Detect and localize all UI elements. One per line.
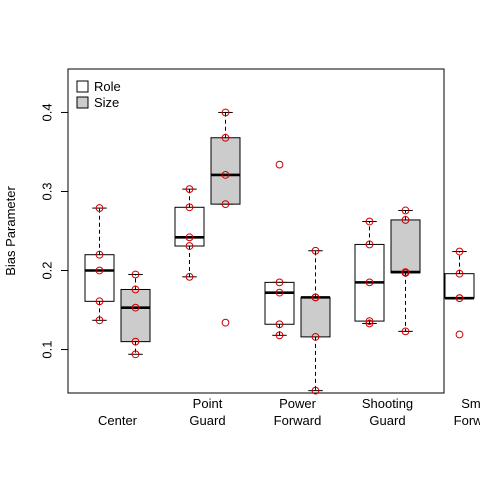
y-tick-label: 0.4 (40, 103, 55, 121)
boxes-layer (84, 111, 475, 392)
data-point (95, 297, 104, 306)
data-point (311, 332, 320, 341)
data-point (365, 278, 374, 287)
data-point (185, 233, 194, 242)
box (390, 219, 421, 274)
data-point (275, 278, 284, 287)
y-axis-label: Bias Parameter (3, 186, 18, 276)
x-tick-label: Small (461, 396, 480, 411)
legend-swatch (76, 96, 89, 109)
data-point (455, 247, 464, 256)
data-point (131, 303, 140, 312)
x-tick-label: Forward (454, 413, 480, 428)
data-point (311, 246, 320, 255)
x-tick-label: Center (98, 413, 138, 428)
data-point (275, 320, 284, 329)
y-axis: 0.1 0.2 0.3 0.4 (40, 103, 68, 359)
box (264, 281, 295, 325)
legend-label: Role (94, 79, 121, 94)
data-point (131, 270, 140, 279)
x-tick-label: Guard (189, 413, 225, 428)
data-point (275, 160, 284, 169)
data-point (455, 269, 464, 278)
data-point (401, 216, 410, 224)
data-point (365, 317, 374, 325)
data-point (221, 200, 230, 209)
x-tick-label: Forward (274, 413, 322, 428)
data-point (365, 319, 374, 328)
data-point (185, 203, 194, 212)
data-point (365, 240, 374, 249)
data-point (221, 170, 230, 179)
data-point (131, 337, 140, 346)
data-point (275, 288, 284, 297)
data-point (185, 272, 194, 281)
data-point (131, 285, 140, 294)
box (84, 254, 115, 302)
box (120, 288, 151, 343)
box (210, 137, 241, 205)
data-point (95, 250, 104, 259)
data-point (401, 268, 410, 277)
y-tick-label: 0.1 (40, 340, 55, 358)
box (444, 273, 475, 299)
data-point (455, 294, 464, 303)
data-point (455, 330, 464, 339)
x-tick-label: Guard (369, 413, 405, 428)
y-tick-label: 0.3 (40, 182, 55, 200)
x-axis-labels: Center Point Guard Power Forward Shooting Guar… (98, 396, 480, 428)
data-point (185, 242, 194, 250)
data-point (221, 318, 230, 327)
box (174, 206, 205, 247)
data-point (221, 108, 230, 117)
data-point (95, 266, 104, 275)
data-point (95, 204, 104, 212)
x-tick-label: Shooting (362, 396, 413, 411)
x-tick-label: Power (279, 396, 317, 411)
legend-swatch (76, 80, 89, 93)
points-layer (95, 108, 464, 395)
legend-label: Size (94, 95, 119, 110)
data-point (401, 327, 410, 336)
x-tick-label: Point (193, 396, 223, 411)
data-point (131, 350, 140, 359)
data-point (185, 185, 194, 194)
data-point (365, 217, 374, 226)
box (300, 296, 331, 338)
data-point (221, 133, 230, 142)
y-tick-label: 0.2 (40, 261, 55, 279)
data-point (275, 331, 284, 340)
data-point (311, 293, 320, 302)
data-point (401, 206, 410, 215)
data-point (311, 386, 320, 395)
data-point (95, 316, 104, 325)
plot-frame (67, 68, 445, 394)
